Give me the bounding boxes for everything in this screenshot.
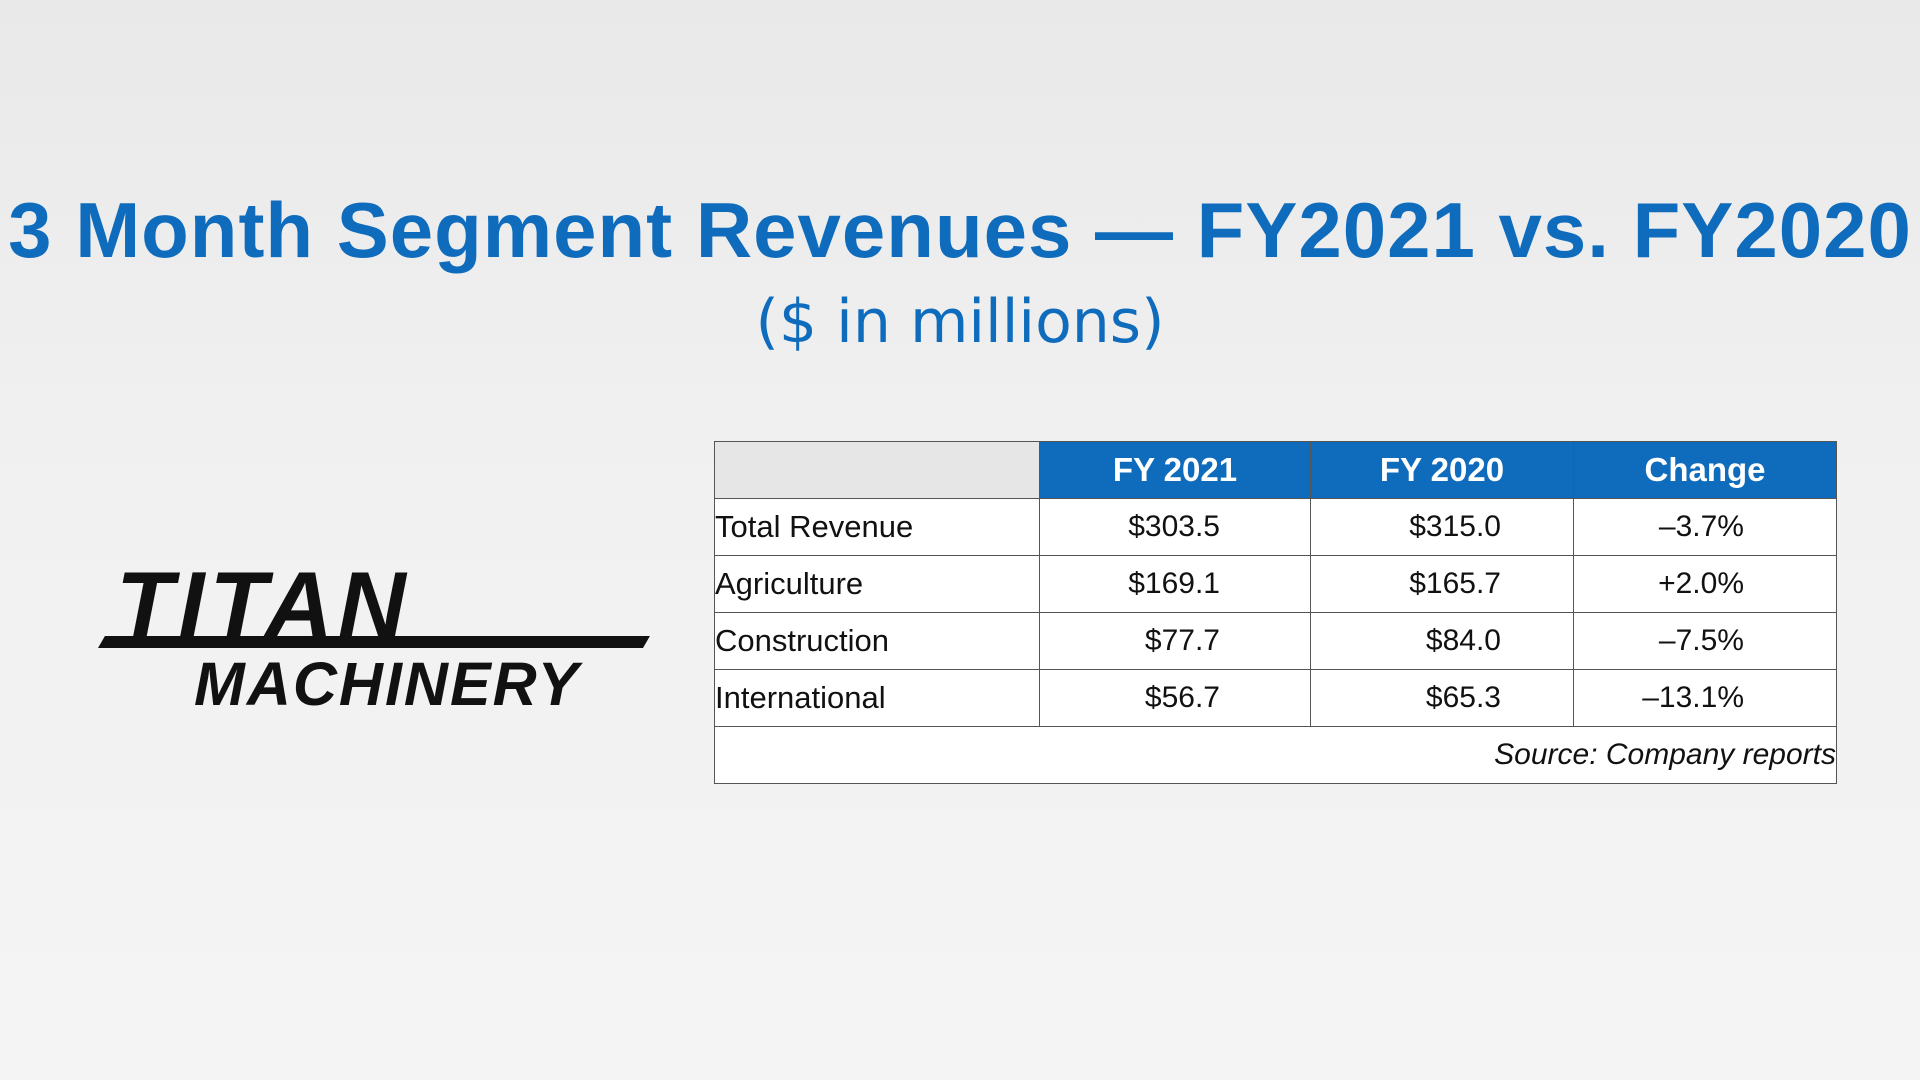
row-label: International [714,669,1040,727]
table-cell: $56.7 [1039,669,1311,727]
table-header-row: FY 2021 FY 2020 Change [714,441,1837,499]
page-title: 3 Month Segment Revenues — FY2021 vs. FY… [8,186,1912,274]
table-cell: $315.0 [1310,498,1574,556]
page-subtitle: ($ in millions) [755,287,1165,357]
logo-wordmark-bottom: MACHINERY [194,650,581,718]
titan-machinery-logo: TITAN MACHINERY [98,555,658,718]
source-note: Source: Company reports [714,726,1837,784]
table-cell: –3.7% [1573,498,1837,556]
table-cell: $84.0 [1310,612,1574,670]
segment-revenue-table: FY 2021 FY 2020 Change Total Revenue $30… [714,441,1837,784]
table-cell: $169.1 [1039,555,1311,613]
table-row: Construction $77.7 $84.0 –7.5% [714,612,1837,670]
column-header: Change [1573,441,1837,499]
table-cell: $77.7 [1039,612,1311,670]
logo-bar [98,636,650,648]
table-corner-cell [714,441,1040,499]
table-row: Total Revenue $303.5 $315.0 –3.7% [714,498,1837,556]
column-header: FY 2021 [1039,441,1311,499]
table-cell: $65.3 [1310,669,1574,727]
table-source-row: Source: Company reports [714,726,1837,784]
column-header: FY 2020 [1310,441,1574,499]
table-cell: $165.7 [1310,555,1574,613]
table-cell: –13.1% [1573,669,1837,727]
row-label: Construction [714,612,1040,670]
row-label: Agriculture [714,555,1040,613]
table-cell: +2.0% [1573,555,1837,613]
table-row: Agriculture $169.1 $165.7 +2.0% [714,555,1837,613]
table-row: International $56.7 $65.3 –13.1% [714,669,1837,727]
row-label: Total Revenue [714,498,1040,556]
table-cell: $303.5 [1039,498,1311,556]
table-cell: –7.5% [1573,612,1837,670]
